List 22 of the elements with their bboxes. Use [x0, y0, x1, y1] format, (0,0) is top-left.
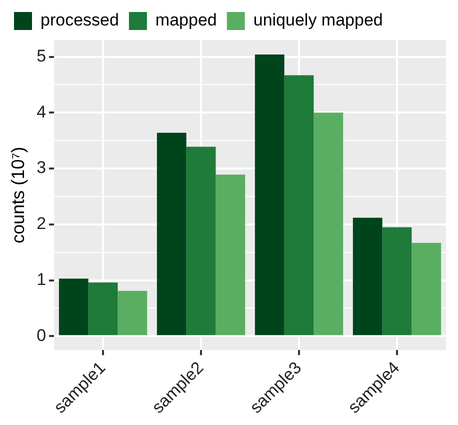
- bar: [412, 242, 442, 336]
- legend-label: mapped: [155, 10, 217, 30]
- y-tick-label: 1: [36, 270, 46, 289]
- bar: [118, 290, 148, 336]
- bar: [58, 278, 88, 336]
- bar: [284, 75, 314, 336]
- bar: [352, 218, 382, 336]
- bar: [382, 227, 412, 336]
- y-tick-label: 2: [36, 214, 46, 234]
- bar: [254, 54, 284, 336]
- y-tick-label: 5: [36, 46, 46, 66]
- y-tick-label: 0: [36, 326, 46, 345]
- legend-label: processed: [40, 10, 119, 30]
- bar: [216, 174, 246, 336]
- bar: [88, 282, 118, 336]
- y-tick-label: 3: [36, 158, 46, 178]
- y-tick-label: 4: [36, 102, 46, 122]
- bar: [156, 132, 186, 336]
- y-axis-title: counts (10⁷): [8, 146, 28, 244]
- bar: [314, 112, 344, 336]
- bar: [186, 146, 216, 336]
- legend-label: uniquely mapped: [253, 10, 383, 30]
